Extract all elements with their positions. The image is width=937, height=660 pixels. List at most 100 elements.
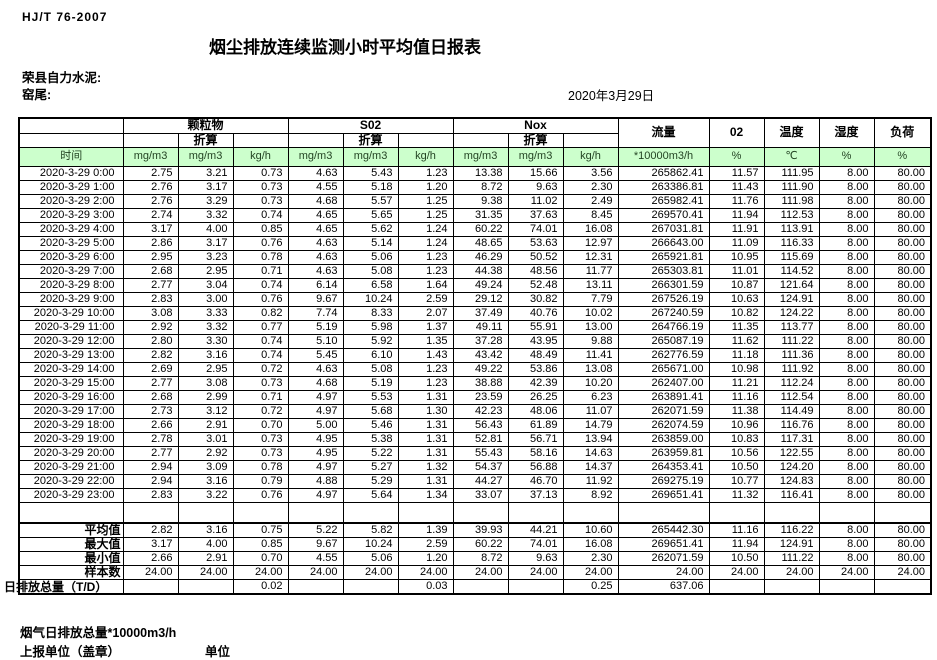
value-cell: 74.01 xyxy=(507,221,564,237)
value-cell: 10.50 xyxy=(708,459,765,475)
value-cell: 8.72 xyxy=(452,179,509,195)
value-cell: 80.00 xyxy=(873,537,932,552)
table-row: 2020-3-29 15:00 2.77 3.08 0.73 4.68 5.19 1.23 3… xyxy=(18,375,932,391)
header-group-o2: 02 xyxy=(708,117,765,148)
value-cell: 5.00 xyxy=(287,417,344,433)
value-cell: 8.00 xyxy=(818,473,875,489)
row-time: 2020-3-29 0:00 xyxy=(18,165,124,181)
value-cell: 116.41 xyxy=(763,487,820,503)
value-cell: 12.31 xyxy=(562,249,619,265)
unit-label: 单位 xyxy=(205,645,231,659)
value-cell: 113.91 xyxy=(763,221,820,237)
value-cell: 4.63 xyxy=(287,263,344,279)
value-cell: 8.00 xyxy=(818,389,875,405)
value-cell: 24.00 xyxy=(708,565,765,580)
value-cell: 49.11 xyxy=(452,319,509,335)
value-cell: 10.63 xyxy=(708,291,765,307)
value-cell: 3.17 xyxy=(177,235,234,251)
value-cell: 121.64 xyxy=(763,277,820,293)
value-cell: 80.00 xyxy=(873,361,932,377)
value-cell: 80.00 xyxy=(873,277,932,293)
value-cell: 39.93 xyxy=(452,522,509,538)
value-cell: 0.70 xyxy=(232,417,289,433)
empty-cell xyxy=(342,501,399,524)
table-row: 2020-3-29 0:00 2.75 3.21 0.73 4.63 5.43 1.23 13… xyxy=(18,165,932,181)
unit-o2-pct: % xyxy=(708,146,765,167)
value-cell: 4.97 xyxy=(287,389,344,405)
summary-label-total: 日排放总量（T/D） xyxy=(4,579,124,595)
value-cell: 13.00 xyxy=(562,319,619,335)
table-row: 2020-3-29 4:00 3.17 4.00 0.85 4.65 5.62 1.24 60… xyxy=(18,221,932,237)
row-time: 2020-3-29 7:00 xyxy=(18,263,124,279)
value-cell: 10.20 xyxy=(562,375,619,391)
empty-cell xyxy=(507,501,564,524)
value-cell: 11.09 xyxy=(708,235,765,251)
value-cell: 1.31 xyxy=(397,473,454,489)
value-cell: 8.92 xyxy=(562,487,619,503)
header-blank-cell xyxy=(397,132,454,148)
summary-label-count: 样本数 xyxy=(18,565,124,580)
value-cell: 1.35 xyxy=(397,333,454,349)
value-cell: 0.82 xyxy=(232,305,289,321)
value-cell: 43.42 xyxy=(452,347,509,363)
value-cell: 1.24 xyxy=(397,235,454,251)
value-cell: 2.66 xyxy=(122,551,179,566)
value-cell: 3.56 xyxy=(562,165,619,181)
value-cell: 3.23 xyxy=(177,249,234,265)
value-cell: 80.00 xyxy=(873,291,932,307)
value-cell: 80.00 xyxy=(873,473,932,489)
value-cell: 80.00 xyxy=(873,389,932,405)
value-cell: 114.52 xyxy=(763,263,820,279)
value-cell: 5.46 xyxy=(342,417,399,433)
value-cell: 265442.30 xyxy=(617,522,710,538)
header-blank-cell xyxy=(18,117,124,134)
value-cell: 8.00 xyxy=(818,319,875,335)
value-cell: 5.92 xyxy=(342,333,399,349)
value-cell: 1.31 xyxy=(397,445,454,461)
value-cell: 0.76 xyxy=(232,487,289,503)
value-cell: 0.78 xyxy=(232,249,289,265)
value-cell: 11.76 xyxy=(708,193,765,209)
value-cell: 3.17 xyxy=(122,221,179,237)
value-cell xyxy=(342,579,399,595)
value-cell: 3.16 xyxy=(177,473,234,489)
row-time: 2020-3-29 2:00 xyxy=(18,193,124,209)
value-cell: 0.71 xyxy=(232,263,289,279)
value-cell: 264353.41 xyxy=(617,459,710,475)
unit-flow: *10000m3/h xyxy=(617,146,710,167)
value-cell: 11.43 xyxy=(708,179,765,195)
value-cell: 11.01 xyxy=(708,263,765,279)
value-cell: 3.00 xyxy=(177,291,234,307)
value-cell: 8.00 xyxy=(818,221,875,237)
value-cell: 111.90 xyxy=(763,179,820,195)
value-cell: 3.30 xyxy=(177,333,234,349)
value-cell: 116.76 xyxy=(763,417,820,433)
value-cell: 10.83 xyxy=(708,431,765,447)
value-cell: 80.00 xyxy=(873,333,932,349)
header-group-nox: Nox xyxy=(452,117,619,134)
value-cell: 124.20 xyxy=(763,459,820,475)
value-cell: 115.69 xyxy=(763,249,820,265)
unit-nox-mgm3: mg/m3 xyxy=(452,146,509,167)
value-cell: 124.83 xyxy=(763,473,820,489)
value-cell: 8.00 xyxy=(818,249,875,265)
row-time: 2020-3-29 21:00 xyxy=(18,459,124,475)
value-cell: 3.04 xyxy=(177,277,234,293)
row-time: 2020-3-29 4:00 xyxy=(18,221,124,237)
value-cell: 80.00 xyxy=(873,249,932,265)
value-cell: 637.06 xyxy=(617,579,710,595)
value-cell: 10.96 xyxy=(708,417,765,433)
value-cell: 24.00 xyxy=(507,565,564,580)
table-row: 2020-3-29 2:00 2.76 3.29 0.73 4.68 5.57 1.25 9.… xyxy=(18,193,932,209)
header-conversion-row: 折算 折算 折算 xyxy=(18,132,931,148)
value-cell: 111.98 xyxy=(763,193,820,209)
value-cell: 0.73 xyxy=(232,431,289,447)
header-blank-cell xyxy=(122,132,179,148)
header-blank-cell xyxy=(452,132,509,148)
value-cell: 266643.00 xyxy=(617,235,710,251)
value-cell: 265087.19 xyxy=(617,333,710,349)
value-cell: 80.00 xyxy=(873,551,932,566)
value-cell: 3.08 xyxy=(122,305,179,321)
value-cell: 3.32 xyxy=(177,207,234,223)
header-group-so2: S02 xyxy=(287,117,454,134)
